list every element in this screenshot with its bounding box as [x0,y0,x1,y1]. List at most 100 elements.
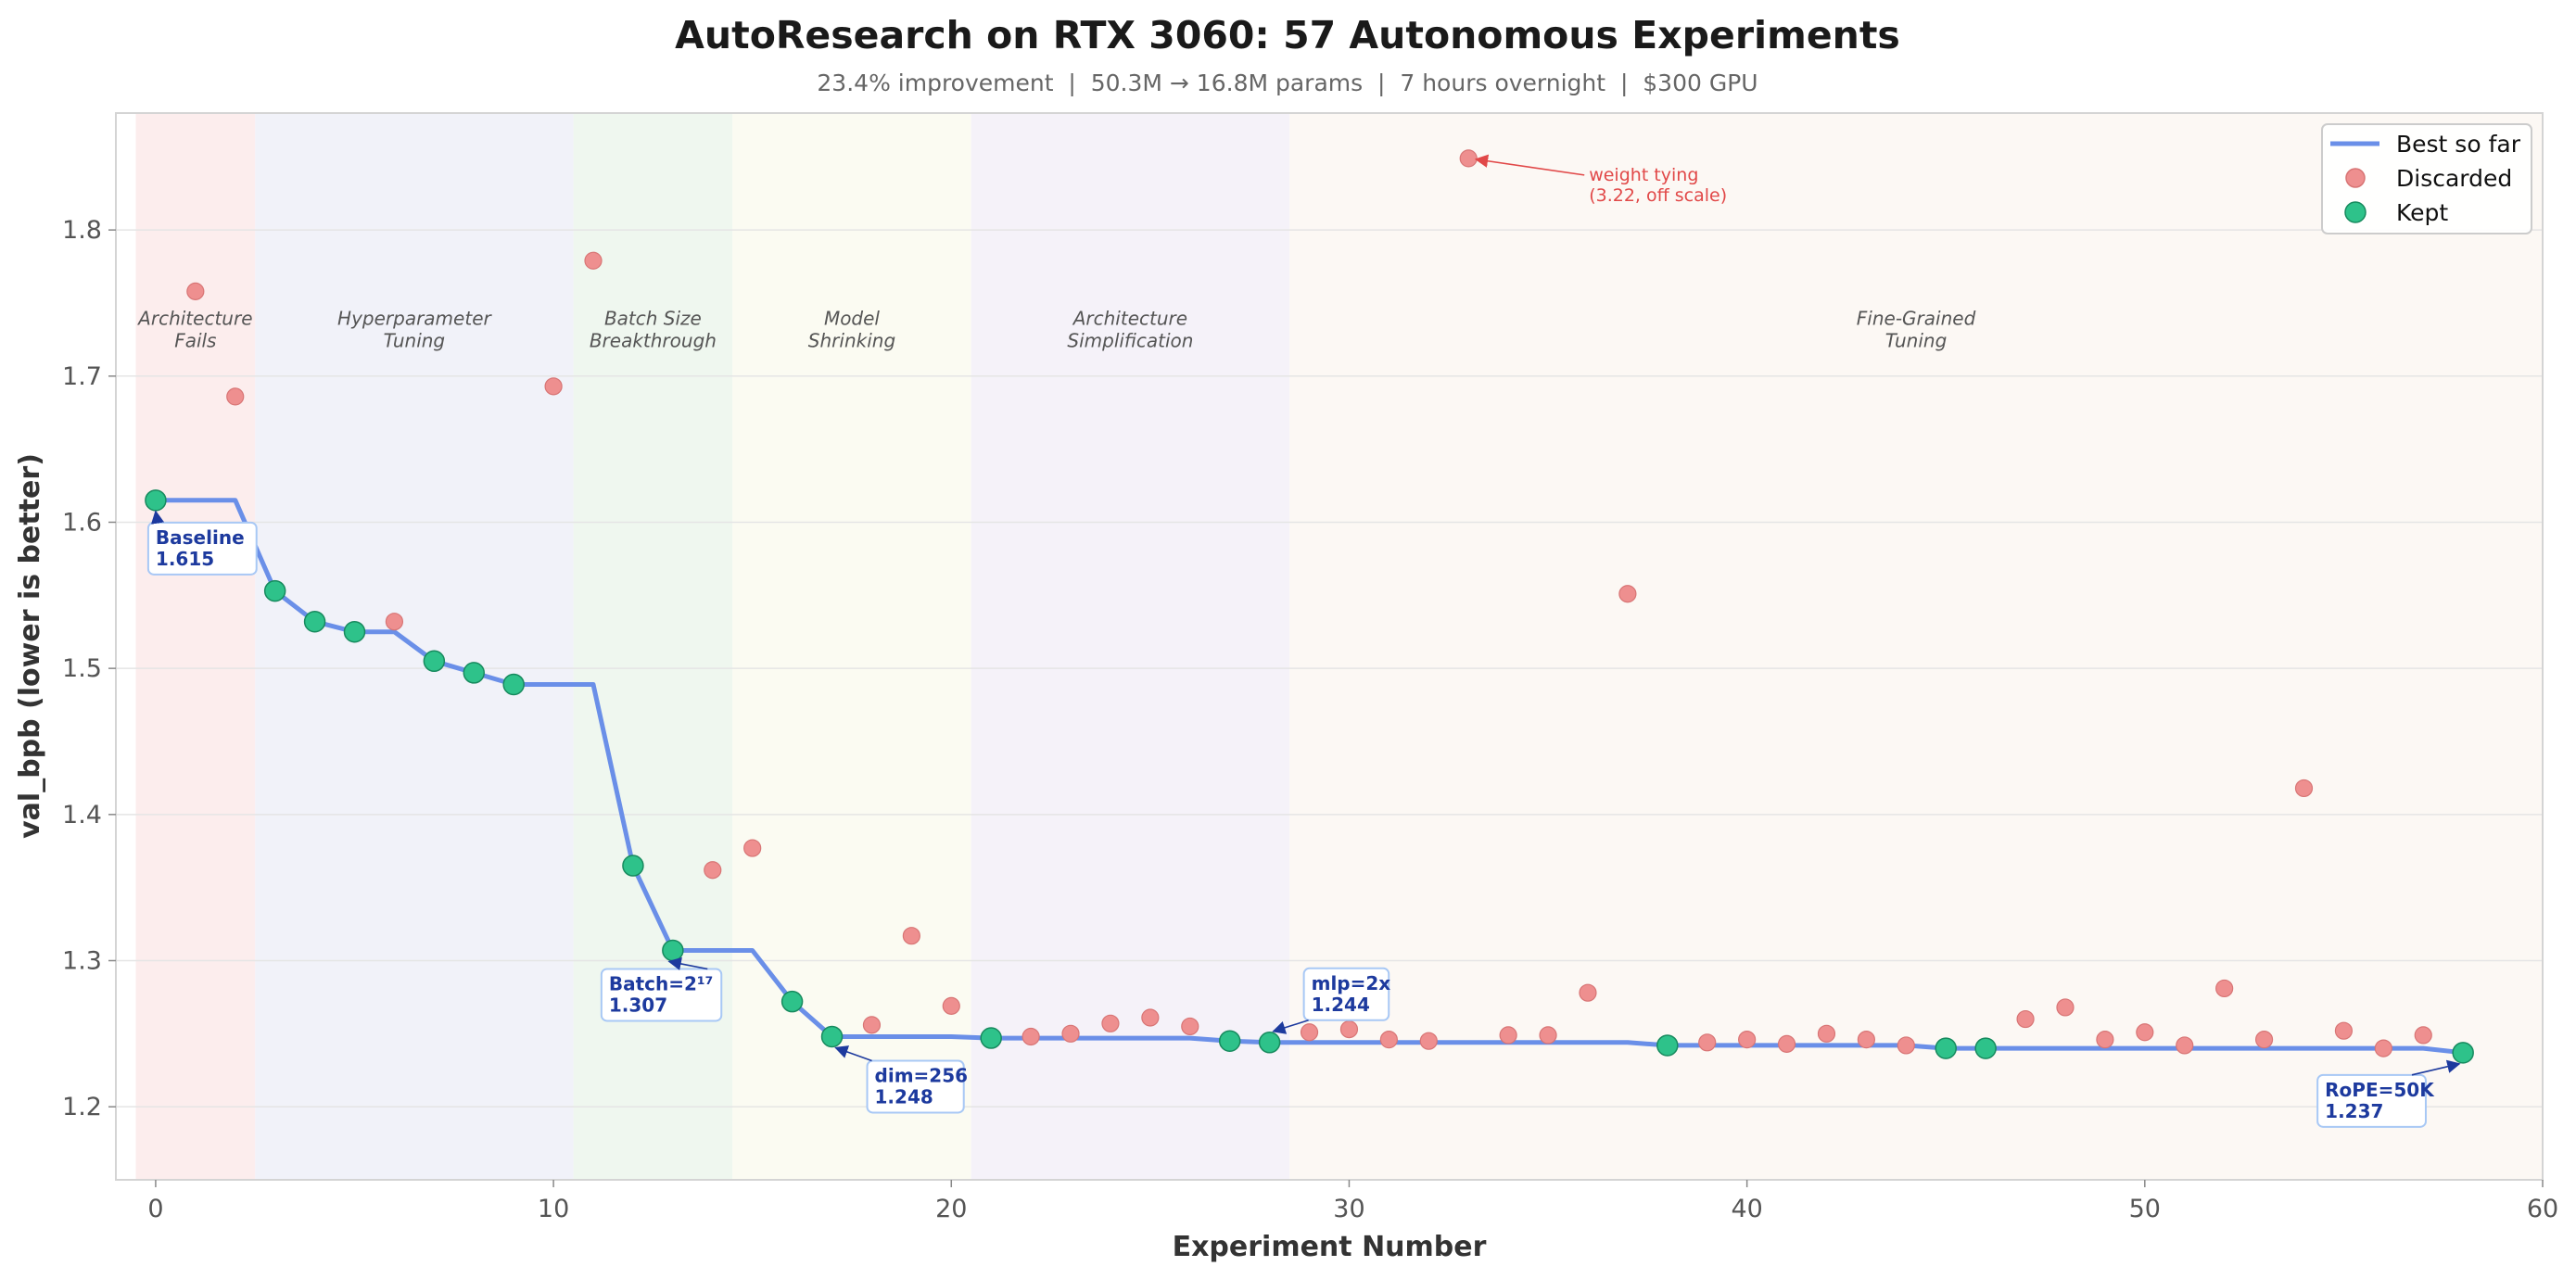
callout-arrow [1272,1019,1309,1034]
discarded-point [1419,1032,1438,1050]
region-label-line: Batch Size [604,308,702,330]
off-scale-label: weight tying (3.22, off scale) [1589,165,1727,206]
discarded-point [2096,1031,2114,1049]
region-label-line: Shrinking [808,330,895,352]
discarded-series [186,149,2432,1057]
legend-swatch-kept [2344,201,2367,223]
discarded-point [1897,1036,1915,1055]
kept-point [1258,1032,1281,1054]
region-band-4 [971,113,1290,1180]
kept-point [343,620,366,643]
discarded-point [1817,1024,1836,1043]
callout-label-value: 1.244 [1312,994,1370,1016]
off-scale-note: weight tying (3.22, off scale) [1474,154,1727,206]
y-tick-label: 1.3 [62,946,102,975]
region-label-line: Tuning [384,330,445,352]
chart-title: AutoResearch on RTX 3060: 57 Autonomous … [675,13,1900,57]
callout-label: dim=256 1.248 [875,1064,969,1108]
discarded-point [743,839,762,857]
discarded-point [1579,983,1597,1002]
discarded-point [1022,1027,1040,1046]
kept-point [1935,1037,1957,1059]
discarded-point [1379,1031,1398,1049]
callout-arrow [834,1045,872,1062]
best-so-far-series [155,498,2464,1056]
kept-point [622,855,644,877]
kept-point [263,579,286,602]
x-tick-label: 40 [1731,1195,1762,1223]
discarded-point [2056,998,2075,1017]
region-label-1: Hyperparameter Tuning [337,308,492,352]
phase-regions [135,113,2543,1180]
discarded-point [1738,1031,1757,1049]
discarded-point [1618,585,1637,603]
callout-label: RoPE=50K 1.237 [2325,1079,2435,1122]
kept-point [662,939,684,962]
y-tick-label: 1.6 [62,508,102,537]
callout-box [1302,967,1390,1021]
discarded-point [1777,1034,1796,1053]
discarded-point [2215,979,2234,998]
y-tick-label: 1.7 [62,362,102,391]
discarded-point [1499,1026,1517,1045]
region-label-line: Breakthrough [590,330,717,352]
plot-frame [115,112,2544,1181]
discarded-point [584,251,603,270]
discarded-point [2136,1023,2154,1042]
legend-label-best-so-far: Best so far [2396,131,2521,158]
callout-label-line1: RoPE=50K [2325,1079,2435,1101]
callout-arrow [2411,1059,2461,1076]
legend-label-kept: Kept [2396,199,2448,226]
callout-label-line1: Baseline [156,526,245,549]
discarded-point [704,861,722,880]
callout-arrow [150,510,165,525]
region-label-5: Fine-Grained Tuning [1857,308,1976,352]
discarded-point [1300,1023,1319,1042]
callout-label-line1: Batch=2¹⁷ [609,972,714,994]
x-tick-label: 30 [1333,1195,1364,1223]
legend-swatch-discarded [2345,168,2366,188]
discarded-point [1698,1033,1717,1052]
x-tick-label: 50 [2129,1195,2161,1223]
off-scale-label-line2: (3.22, off scale) [1589,185,1727,206]
kept-series [145,489,2474,1064]
callout-box [146,521,258,576]
discarded-point [1181,1017,1199,1036]
kept-point [2452,1042,2474,1064]
callout-box [866,1059,965,1114]
discarded-point [1857,1031,1875,1049]
best-so-far-line [155,498,2464,1056]
discarded-point [2414,1026,2432,1045]
kept-point [303,610,326,633]
callout-label-value: 1.237 [2325,1100,2383,1122]
x-tick-label: 0 [147,1195,163,1223]
callout-box [600,968,723,1022]
region-label-2: Batch Size Breakthrough [590,308,717,352]
y-axis-label: val_bpb (lower is better) [14,453,46,839]
x-axis-label: Experiment Number [1173,1231,1487,1263]
region-label-line: Simplification [1067,330,1193,352]
discarded-point [1101,1014,1120,1032]
callout-1: Batch=2¹⁷ 1.307 [600,956,723,1022]
discarded-point [2374,1039,2392,1057]
x-tick-label: 10 [538,1195,569,1223]
discarded-point [226,387,245,406]
callout-3: mlp=2x 1.244 [1272,967,1390,1034]
y-tick-label: 1.8 [62,216,102,245]
discarded-point [1339,1019,1359,1039]
region-band-5 [1289,113,2543,1180]
legend-label-discarded: Discarded [2396,165,2512,192]
off-scale-label-line1: weight tying [1589,165,1698,185]
discarded-point [2334,1021,2354,1040]
callout-label-value: 1.248 [875,1085,933,1108]
kept-point [820,1025,844,1048]
kept-point [1974,1037,1997,1059]
callout-2: dim=256 1.248 [834,1045,969,1114]
discarded-point [1459,149,1478,168]
kept-point [980,1027,1002,1049]
legend-box [2321,123,2532,234]
legend: Best so far Discarded Kept [2321,123,2532,234]
discarded-point [2016,1009,2035,1029]
